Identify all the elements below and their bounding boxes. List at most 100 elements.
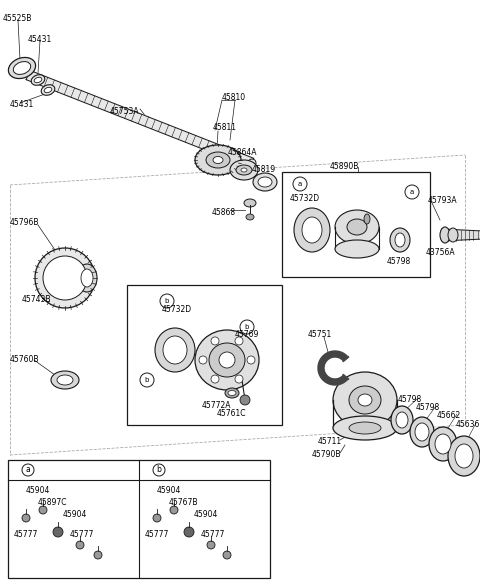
Ellipse shape bbox=[455, 444, 473, 468]
Text: 45810: 45810 bbox=[222, 93, 246, 102]
Ellipse shape bbox=[246, 214, 254, 220]
Circle shape bbox=[160, 294, 174, 308]
Circle shape bbox=[153, 464, 165, 476]
Text: 45904: 45904 bbox=[157, 486, 181, 495]
Text: 45904: 45904 bbox=[26, 486, 50, 495]
Ellipse shape bbox=[94, 551, 102, 559]
Ellipse shape bbox=[51, 371, 79, 389]
Ellipse shape bbox=[294, 208, 330, 252]
Circle shape bbox=[240, 320, 254, 334]
Ellipse shape bbox=[358, 394, 372, 406]
Text: 45431: 45431 bbox=[10, 100, 34, 109]
Text: a: a bbox=[25, 465, 30, 475]
Text: b: b bbox=[245, 324, 249, 330]
Text: 43756A: 43756A bbox=[426, 248, 456, 257]
Ellipse shape bbox=[53, 527, 63, 537]
Ellipse shape bbox=[236, 165, 252, 175]
Ellipse shape bbox=[435, 434, 451, 454]
Ellipse shape bbox=[163, 336, 187, 364]
Polygon shape bbox=[318, 351, 348, 385]
Text: a: a bbox=[410, 189, 414, 195]
Ellipse shape bbox=[13, 62, 31, 74]
Ellipse shape bbox=[43, 256, 87, 300]
Ellipse shape bbox=[9, 57, 36, 79]
Ellipse shape bbox=[207, 541, 215, 549]
Ellipse shape bbox=[253, 173, 277, 191]
Polygon shape bbox=[26, 70, 254, 168]
Ellipse shape bbox=[213, 156, 223, 163]
Ellipse shape bbox=[410, 417, 434, 447]
Text: 45769: 45769 bbox=[235, 330, 259, 339]
Text: 45711: 45711 bbox=[318, 437, 342, 446]
Text: 45753A: 45753A bbox=[110, 107, 140, 116]
Text: 45890B: 45890B bbox=[330, 162, 360, 171]
Ellipse shape bbox=[349, 422, 381, 434]
Text: 45760B: 45760B bbox=[10, 355, 39, 364]
Ellipse shape bbox=[211, 337, 219, 345]
Text: 45904: 45904 bbox=[63, 510, 87, 519]
Ellipse shape bbox=[77, 264, 97, 292]
Ellipse shape bbox=[258, 177, 272, 187]
Circle shape bbox=[22, 464, 34, 476]
Text: 45897C: 45897C bbox=[38, 498, 68, 507]
Text: 45636B: 45636B bbox=[456, 420, 480, 429]
Text: 45431: 45431 bbox=[28, 35, 52, 44]
Text: 45777: 45777 bbox=[14, 530, 38, 539]
Ellipse shape bbox=[335, 210, 379, 244]
Ellipse shape bbox=[235, 375, 243, 383]
Text: 45796B: 45796B bbox=[10, 218, 39, 227]
Ellipse shape bbox=[440, 227, 450, 243]
Ellipse shape bbox=[34, 77, 42, 83]
Bar bbox=[8, 460, 270, 578]
Ellipse shape bbox=[44, 87, 52, 93]
Text: 45793A: 45793A bbox=[428, 196, 457, 205]
Ellipse shape bbox=[39, 506, 47, 514]
Bar bbox=[282, 172, 430, 277]
Text: 45743B: 45743B bbox=[22, 295, 51, 304]
Ellipse shape bbox=[223, 551, 231, 559]
Ellipse shape bbox=[241, 168, 247, 172]
Ellipse shape bbox=[81, 269, 93, 287]
Text: b: b bbox=[145, 377, 149, 383]
Ellipse shape bbox=[448, 228, 458, 242]
Text: 45767B: 45767B bbox=[169, 498, 199, 507]
Ellipse shape bbox=[41, 85, 55, 96]
Text: 45525B: 45525B bbox=[3, 14, 32, 23]
Text: 45868: 45868 bbox=[212, 208, 236, 217]
Circle shape bbox=[293, 177, 307, 191]
Ellipse shape bbox=[248, 159, 256, 167]
Ellipse shape bbox=[415, 423, 429, 441]
Ellipse shape bbox=[22, 514, 30, 522]
Ellipse shape bbox=[31, 75, 45, 86]
Text: b: b bbox=[165, 298, 169, 304]
Ellipse shape bbox=[395, 233, 405, 247]
Ellipse shape bbox=[206, 152, 230, 168]
Circle shape bbox=[140, 373, 154, 387]
Ellipse shape bbox=[195, 330, 259, 390]
Ellipse shape bbox=[195, 145, 241, 175]
Text: 45732D: 45732D bbox=[162, 305, 192, 314]
Ellipse shape bbox=[57, 375, 73, 385]
Text: 45798: 45798 bbox=[387, 257, 411, 266]
Ellipse shape bbox=[235, 337, 243, 345]
Text: 45732D: 45732D bbox=[290, 194, 320, 203]
Ellipse shape bbox=[333, 372, 397, 428]
Text: b: b bbox=[156, 465, 161, 475]
Polygon shape bbox=[442, 229, 480, 241]
Ellipse shape bbox=[153, 514, 161, 522]
Text: 45790B: 45790B bbox=[312, 450, 341, 459]
Text: 45777: 45777 bbox=[70, 530, 95, 539]
Text: 45819: 45819 bbox=[252, 165, 276, 174]
Ellipse shape bbox=[448, 436, 480, 476]
Text: 45811: 45811 bbox=[213, 123, 237, 132]
Text: 45798: 45798 bbox=[416, 403, 440, 412]
Text: 45751: 45751 bbox=[308, 330, 332, 339]
Ellipse shape bbox=[244, 199, 256, 207]
Ellipse shape bbox=[240, 395, 250, 405]
Ellipse shape bbox=[219, 352, 235, 368]
Text: a: a bbox=[298, 181, 302, 187]
Text: 45777: 45777 bbox=[145, 530, 169, 539]
Ellipse shape bbox=[35, 248, 95, 308]
Ellipse shape bbox=[429, 427, 457, 461]
Ellipse shape bbox=[228, 390, 236, 396]
